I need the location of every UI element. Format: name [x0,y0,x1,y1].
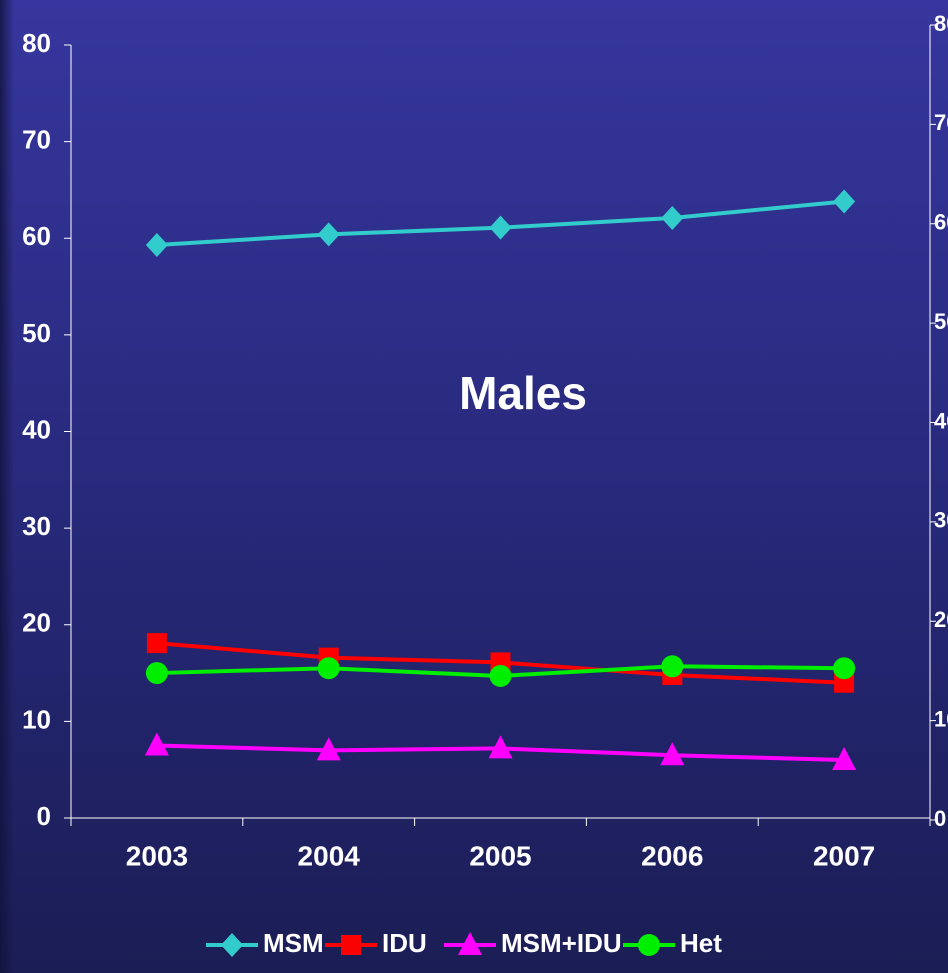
data-point [833,189,856,214]
legend-label: Het [680,928,722,958]
data-point [488,735,513,759]
data-point [146,633,167,654]
y-tick-label: 70 [22,125,51,155]
legend-label: MSM [263,928,324,958]
data-point [489,215,512,240]
y2-tick-label: 30 [934,508,948,533]
y-tick-label: 30 [22,511,51,541]
data-point [489,664,512,687]
legend-marker [221,933,243,957]
x-tick-label: 2006 [641,840,703,871]
y2-tick-label: 0 [934,806,946,831]
y2-tick-label: 60 [934,210,948,235]
y-tick-label: 10 [22,704,51,734]
legend-marker [341,935,361,955]
data-point [317,222,340,247]
y2-tick-label: 70 [934,110,948,135]
data-point [145,662,168,685]
y-tick-label: 50 [22,318,51,348]
y-tick-label: 20 [22,608,51,638]
data-point [661,205,684,230]
data-point [833,657,856,680]
x-tick-label: 2007 [813,840,875,871]
data-point [832,747,857,771]
background-edge [0,0,14,973]
y-tick-label: 40 [22,414,51,444]
legend-marker [458,932,482,955]
data-point [316,737,341,761]
y2-tick-label: 50 [934,309,948,334]
x-tick-label: 2003 [126,840,188,871]
legend-label: MSM+IDU [501,928,622,958]
legend-marker [638,934,660,956]
legend-label: IDU [382,928,427,958]
y-tick-label: 60 [22,221,51,251]
y2-tick-label: 10 [934,706,948,731]
x-tick-label: 2004 [298,840,361,871]
y-tick-label: 80 [22,28,51,58]
y2-tick-label: 20 [934,607,948,632]
annotation: Males [459,367,587,419]
y2-tick-label: 80 [934,11,948,36]
data-point [144,732,169,756]
y-tick-label: 0 [37,801,51,831]
x-tick-label: 2005 [469,840,531,871]
data-point [660,742,685,766]
data-point [145,233,168,258]
data-point [661,655,684,678]
data-point [317,657,340,680]
y2-tick-label: 40 [934,408,948,433]
